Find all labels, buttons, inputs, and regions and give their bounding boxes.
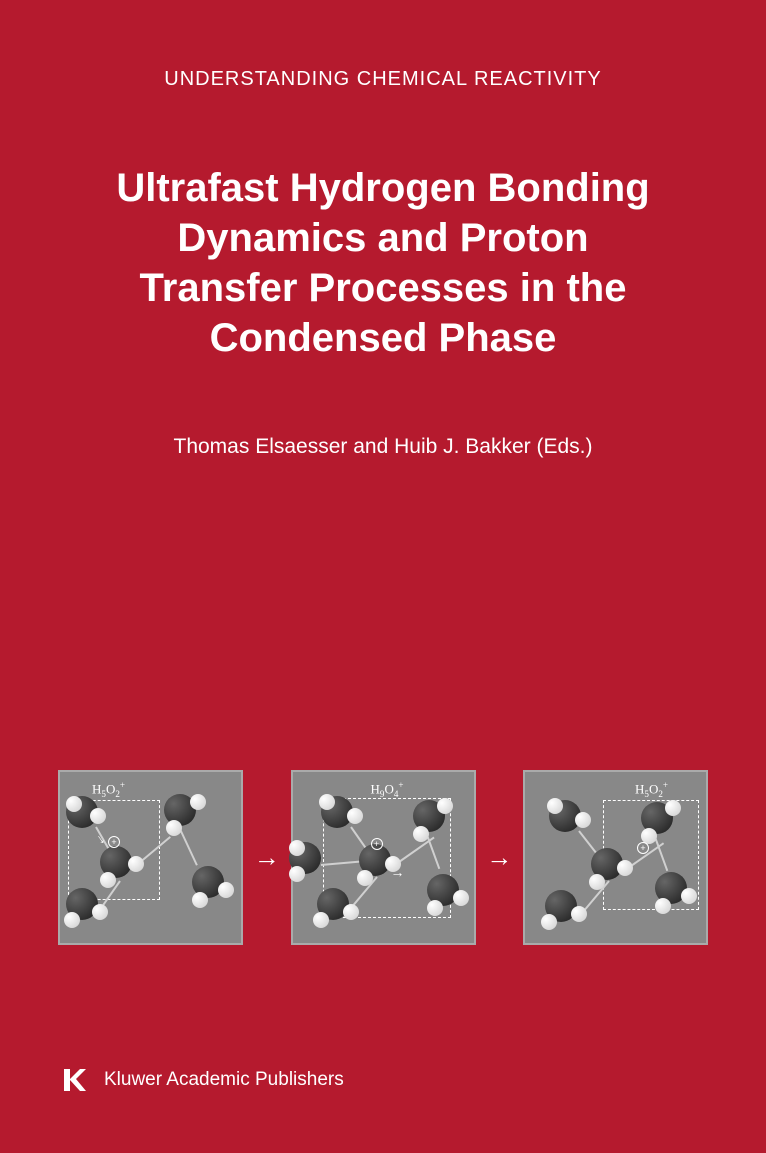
title-line-4: Condensed Phase: [210, 316, 557, 360]
hydrogen-atom: [319, 794, 335, 810]
bond: [179, 829, 198, 866]
molecule-formula-label: H9O4+: [371, 780, 404, 799]
hydrogen-atom: [541, 914, 557, 930]
diagram-panel-2: H9O4+ + →: [291, 770, 476, 945]
editors: Thomas Elsaesser and Huib J. Bakker (Eds…: [0, 363, 766, 459]
hydrogen-atom: [128, 856, 144, 872]
hydrogen-atom: [166, 820, 182, 836]
sequence-arrow-icon: →: [480, 842, 518, 873]
molecule-diagram: H5O2++→→H9O4++→→H5O2++: [58, 770, 708, 945]
hydrogen-atom: [617, 860, 633, 876]
title-line-1: Ultrafast Hydrogen Bonding: [116, 166, 649, 210]
hydrogen-atom: [681, 888, 697, 904]
publisher-name: Kluwer Academic Publishers: [104, 1069, 344, 1091]
hydrogen-atom: [413, 826, 429, 842]
hydrogen-atom: [92, 904, 108, 920]
diagram-panel-3: H5O2+ +: [523, 770, 708, 945]
hydrogen-atom: [289, 840, 305, 856]
hydrogen-atom: [357, 870, 373, 886]
charge-plus-icon: +: [371, 838, 383, 850]
title-line-3: Transfer Processes in the: [140, 266, 627, 310]
hydrogen-atom: [453, 890, 469, 906]
hydrogen-atom: [66, 796, 82, 812]
molecule-formula-label: H5O2+: [635, 780, 668, 799]
charge-plus-icon: +: [637, 842, 649, 854]
hydrogen-atom: [575, 812, 591, 828]
hydrogen-atom: [343, 904, 359, 920]
hydrogen-atom: [218, 882, 234, 898]
hydrogen-atom: [547, 798, 563, 814]
hydrogen-atom: [64, 912, 80, 928]
hydrogen-atom: [427, 900, 443, 916]
hydrogen-atom: [347, 808, 363, 824]
hydrogen-atom: [655, 898, 671, 914]
publisher-logo-icon: [60, 1065, 90, 1095]
hydrogen-atom: [90, 808, 106, 824]
diagram-panel-1: H5O2++→: [58, 770, 243, 945]
title-line-2: Dynamics and Proton: [177, 216, 588, 260]
hydrogen-atom: [190, 794, 206, 810]
sequence-arrow-icon: →: [248, 842, 286, 873]
hydrogen-atom: [437, 798, 453, 814]
molecule-formula-label: H5O2+: [92, 780, 125, 799]
hydrogen-atom: [192, 892, 208, 908]
hydrogen-atom: [665, 800, 681, 816]
hydrogen-atom: [313, 912, 329, 928]
series-title: UNDERSTANDING CHEMICAL REACTIVITY: [0, 0, 766, 91]
hydrogen-atom: [289, 866, 305, 882]
hydrogen-atom: [100, 872, 116, 888]
hydrogen-atom: [589, 874, 605, 890]
transfer-arrow-icon: →: [391, 864, 405, 880]
hydrogen-atom: [571, 906, 587, 922]
main-title: Ultrafast Hydrogen Bonding Dynamics and …: [0, 91, 766, 363]
publisher-block: Kluwer Academic Publishers: [60, 1065, 344, 1095]
